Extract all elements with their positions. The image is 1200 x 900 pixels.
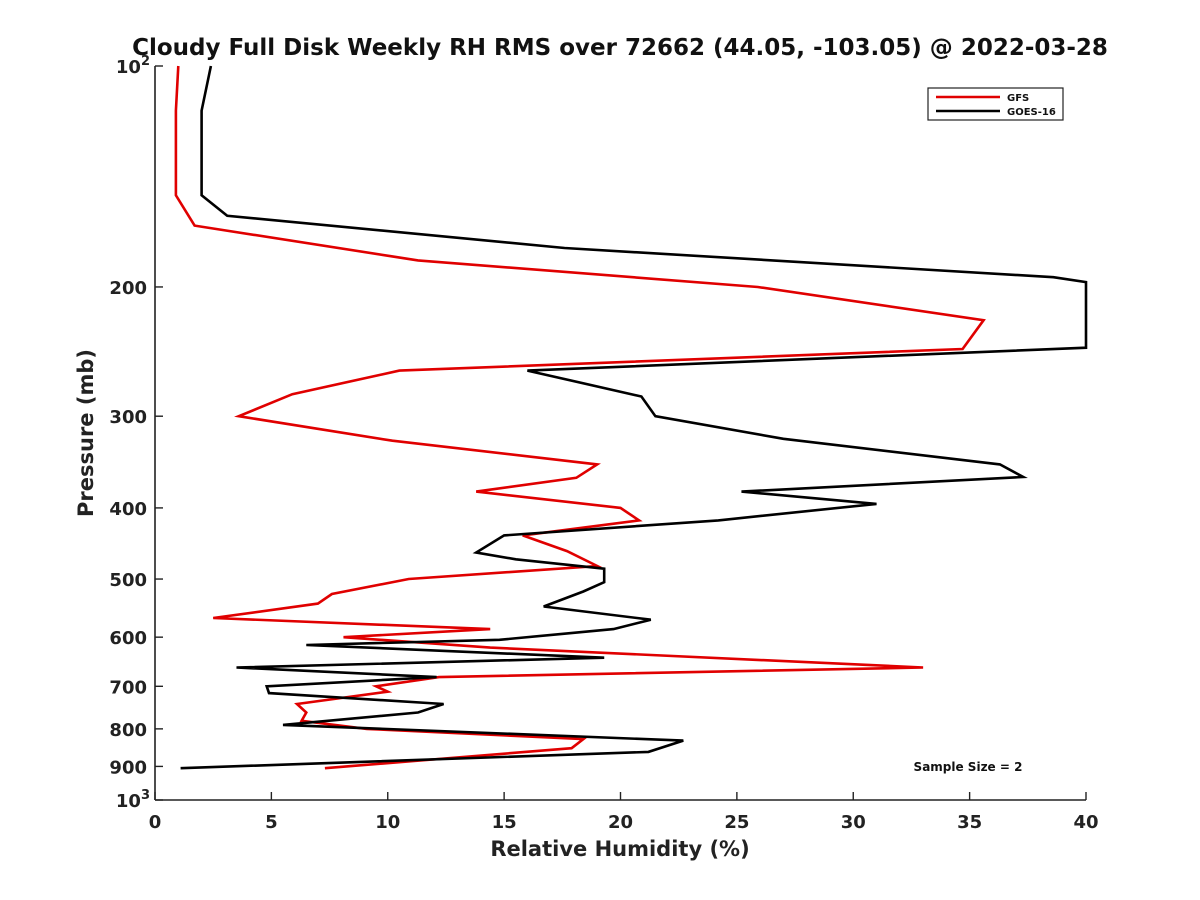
x-axis: 0 5 10 15 20 25 30 35 40 bbox=[149, 792, 1099, 833]
y-tick-label: 800 bbox=[109, 720, 147, 741]
legend-label: GOES-16 bbox=[1007, 107, 1056, 118]
y-tick-label: 300 bbox=[109, 407, 147, 428]
legend-box bbox=[927, 87, 1064, 121]
x-tick-label: 40 bbox=[1073, 812, 1098, 833]
plot-area bbox=[155, 66, 1086, 800]
y-tick-label: 700 bbox=[109, 677, 147, 698]
x-tick-label: 35 bbox=[957, 812, 982, 833]
chart-title: Cloudy Full Disk Weekly RH RMS over 7266… bbox=[132, 35, 1108, 61]
y-tick-label: 400 bbox=[109, 499, 147, 520]
x-tick-label: 5 bbox=[265, 812, 278, 833]
y-axis-label: Pressure (mb) bbox=[74, 349, 98, 517]
y-axis: 102 200 300 400 500 600 700 800 900 103 bbox=[109, 54, 163, 812]
series-line-gfs bbox=[174, 65, 986, 770]
x-axis-label: Relative Humidity (%) bbox=[490, 837, 749, 861]
y-tick-label: 103 bbox=[116, 788, 150, 812]
y-tick-label: 102 bbox=[116, 54, 150, 78]
x-tick-label: 0 bbox=[149, 812, 162, 833]
series-line-goes-16 bbox=[180, 65, 1088, 770]
series-layer bbox=[174, 65, 1088, 770]
legend-label: GFS bbox=[1007, 93, 1029, 104]
y-tick-label: 200 bbox=[109, 278, 147, 299]
y-tick-label: 900 bbox=[109, 757, 147, 778]
legend: GFS GOES-16 bbox=[927, 87, 1064, 121]
y-tick-label: 600 bbox=[109, 628, 147, 649]
x-tick-label: 30 bbox=[841, 812, 866, 833]
x-tick-label: 10 bbox=[375, 812, 400, 833]
x-tick-label: 20 bbox=[608, 812, 633, 833]
sample-size-annotation: Sample Size = 2 bbox=[914, 760, 1023, 774]
x-tick-label: 25 bbox=[724, 812, 749, 833]
x-tick-label: 15 bbox=[492, 812, 517, 833]
y-tick-label: 500 bbox=[109, 570, 147, 591]
